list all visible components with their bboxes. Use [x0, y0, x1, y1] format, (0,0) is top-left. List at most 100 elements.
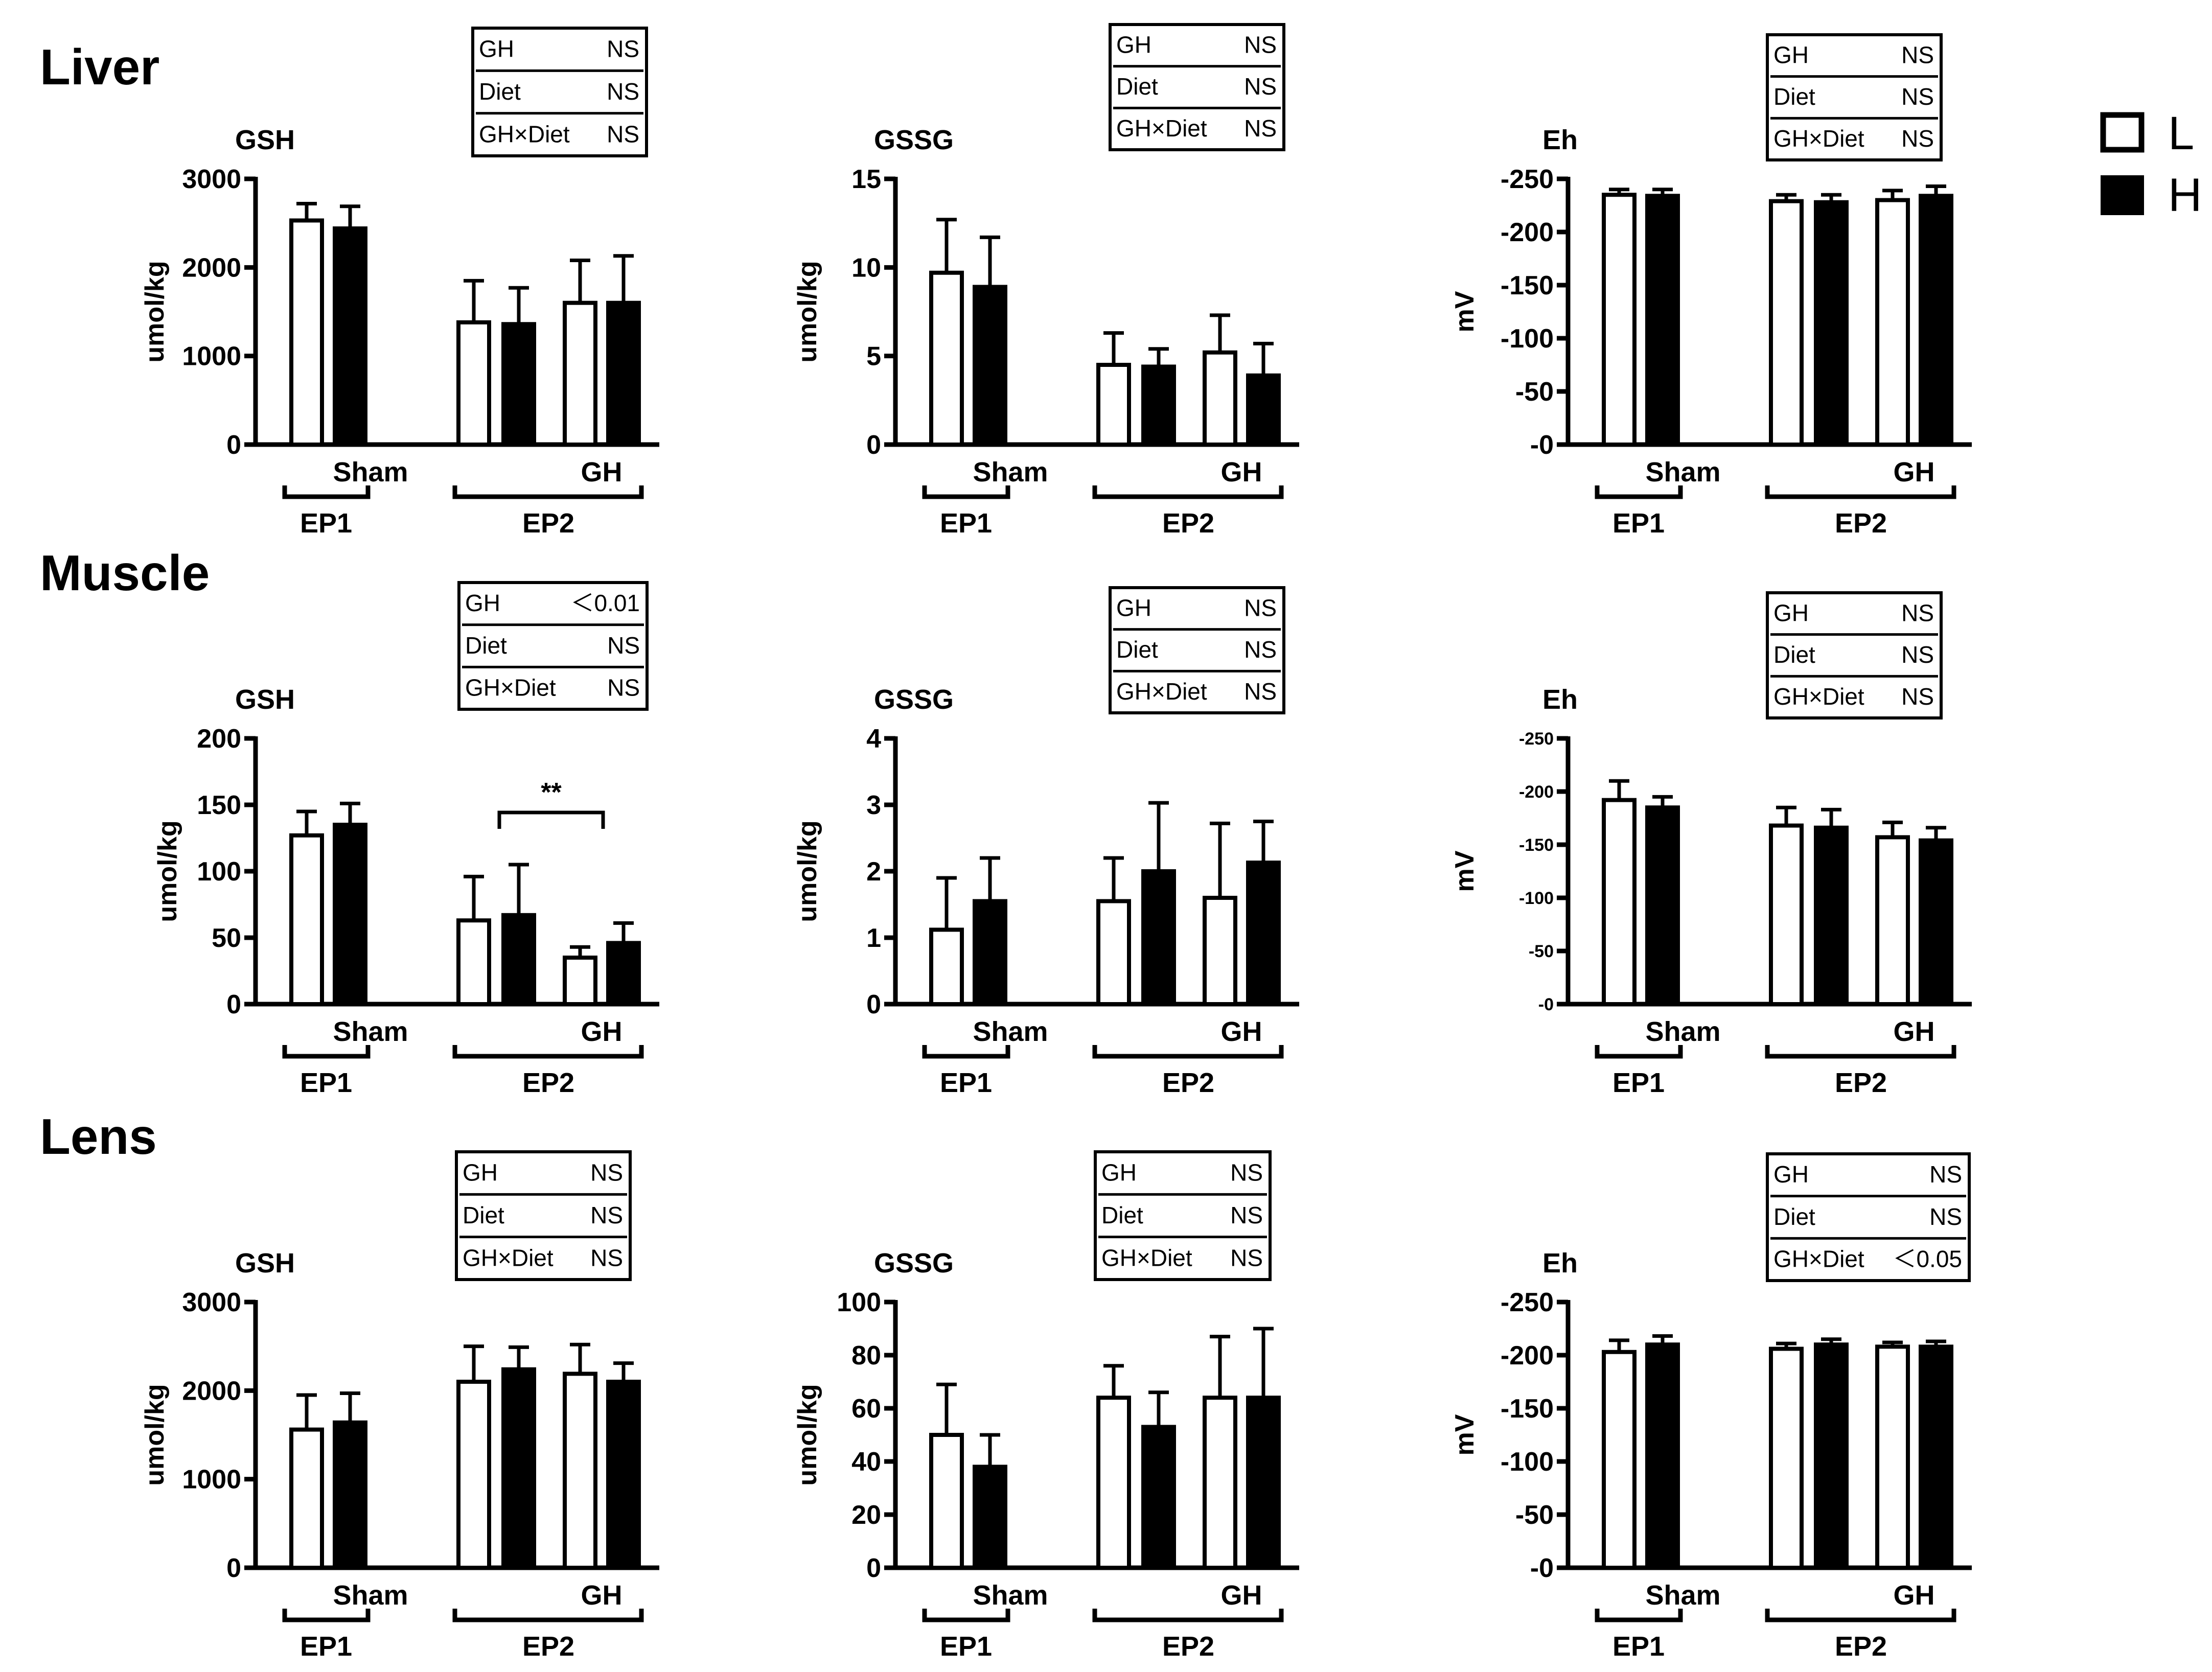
section-title-liver: Liver [40, 39, 159, 95]
group-label-ep1: EP1 [1612, 1631, 1665, 1662]
y-tick-label: 100 [197, 857, 241, 887]
stats-value: NS [1244, 636, 1277, 663]
y-tick-label: -150 [1501, 1394, 1554, 1424]
y-tick-label: 0 [226, 430, 241, 460]
bar-l-ep2-sham [1096, 363, 1131, 447]
chart-title: GSSG [874, 125, 954, 155]
bar-h-ep1 [1645, 194, 1680, 447]
y-tick-label: 1000 [182, 342, 241, 371]
group-label-ep2: EP2 [1835, 508, 1887, 539]
group-label-sham: Sham [1645, 1580, 1720, 1611]
stats-value: NS [1901, 641, 1934, 668]
y-tick-label: 150 [197, 791, 241, 820]
stats-value: NS [1244, 115, 1277, 142]
y-tick-label: 80 [851, 1341, 881, 1371]
stats-value: NS [1901, 125, 1934, 152]
stats-value: NS [590, 1202, 623, 1228]
bracket-ep1 [1595, 1609, 1683, 1622]
y-tick-label: -0 [1530, 430, 1554, 460]
stats-box-frame [471, 27, 648, 157]
bar-h-ep1 [1645, 1342, 1680, 1570]
bar-h-ep2-gh [1246, 373, 1281, 447]
stats-term: GH [1116, 32, 1151, 58]
y-tick-label: 15 [851, 165, 881, 194]
bracket-ep2 [452, 485, 644, 499]
bar-l-ep2-gh [1203, 1396, 1237, 1570]
bracket-ep2 [1092, 1609, 1284, 1622]
y-tick-label: -250 [1519, 729, 1554, 749]
significance-label: ** [541, 778, 562, 807]
group-label-gh: GH [1221, 1016, 1262, 1047]
bracket-ep2 [1092, 1045, 1284, 1059]
bar-h-ep2-sham [1814, 825, 1849, 1006]
stats-value: NS [1244, 32, 1277, 58]
stats-value: NS [1901, 683, 1934, 710]
group-label-sham: Sham [333, 1016, 408, 1047]
stats-term: GH [1101, 1159, 1137, 1186]
bar-h-ep1 [333, 823, 367, 1006]
stats-value: NS [607, 36, 639, 62]
stats-value: NS [1901, 42, 1934, 68]
stats-box: GH NS Diet NS GH×Diet NS [1109, 586, 1285, 714]
chart-title: Eh [1542, 125, 1578, 155]
y-tick-label: 40 [851, 1447, 881, 1477]
section-title-muscle: Muscle [40, 545, 210, 601]
stats-term: GH [1773, 1161, 1809, 1188]
bar-h-ep1 [333, 1420, 367, 1570]
group-label-gh: GH [1894, 457, 1935, 487]
group-label-gh: GH [1221, 1580, 1262, 1611]
bracket-ep2 [1092, 485, 1284, 499]
stats-box-frame [1109, 586, 1285, 714]
y-tick-label: -50 [1529, 942, 1554, 961]
stats-value: NS [1230, 1244, 1263, 1271]
bar-l-ep2-sham [1769, 1346, 1804, 1570]
y-tick-label: -150 [1501, 271, 1554, 300]
bar-l-ep2-gh [563, 300, 597, 447]
bar-l-ep2-gh [1875, 835, 1910, 1006]
chart-title: GSH [235, 125, 295, 155]
group-label-gh: GH [1894, 1016, 1935, 1047]
stats-box-frame [1766, 33, 1943, 161]
group-label-ep2: EP2 [1162, 1067, 1214, 1098]
bar-h-ep1 [973, 285, 1007, 447]
y-tick-label: -50 [1515, 1500, 1554, 1530]
y-axis-label: mV [1450, 1414, 1480, 1455]
bar-l-ep2-gh [563, 956, 597, 1006]
bar-l-ep1 [1602, 193, 1637, 447]
stats-term: GH [1116, 595, 1151, 621]
y-tick-label: 1000 [182, 1465, 241, 1495]
bar-l-ep1 [289, 1427, 324, 1570]
stats-term: GH [479, 36, 514, 62]
y-tick-label: 0 [866, 990, 881, 1019]
stats-term: Diet [479, 78, 521, 105]
stats-term: GH×Diet [1116, 678, 1207, 705]
stats-value: NS [607, 78, 639, 105]
y-tick-label: 3000 [182, 1288, 241, 1317]
y-tick-label: 4 [866, 724, 881, 754]
bar-l-ep1 [1602, 798, 1637, 1006]
stats-term: GH [465, 590, 500, 616]
stats-value: NS [590, 1159, 623, 1186]
bar-h-ep2-gh [1246, 861, 1281, 1006]
y-tick-label: -150 [1519, 835, 1554, 855]
y-tick-label: -100 [1501, 1447, 1554, 1477]
bar-h-ep2-sham [501, 322, 536, 447]
group-label-sham: Sham [333, 457, 408, 487]
group-label-ep1: EP1 [940, 1067, 992, 1098]
bar-h-ep2-sham [501, 913, 536, 1007]
y-tick-label: 0 [866, 430, 881, 460]
stats-value: NS [1230, 1159, 1263, 1186]
y-axis-label: mV [1450, 850, 1480, 892]
stats-box-frame [455, 1150, 632, 1281]
bar-h-ep2-gh [606, 300, 641, 447]
y-tick-label: 50 [212, 923, 241, 953]
stats-value: NS [1901, 83, 1934, 110]
group-label-ep2: EP2 [1162, 508, 1214, 539]
legend: L H [2100, 107, 2202, 221]
stats-value: NS [607, 121, 639, 147]
y-axis-label: umol/kg [793, 261, 822, 362]
